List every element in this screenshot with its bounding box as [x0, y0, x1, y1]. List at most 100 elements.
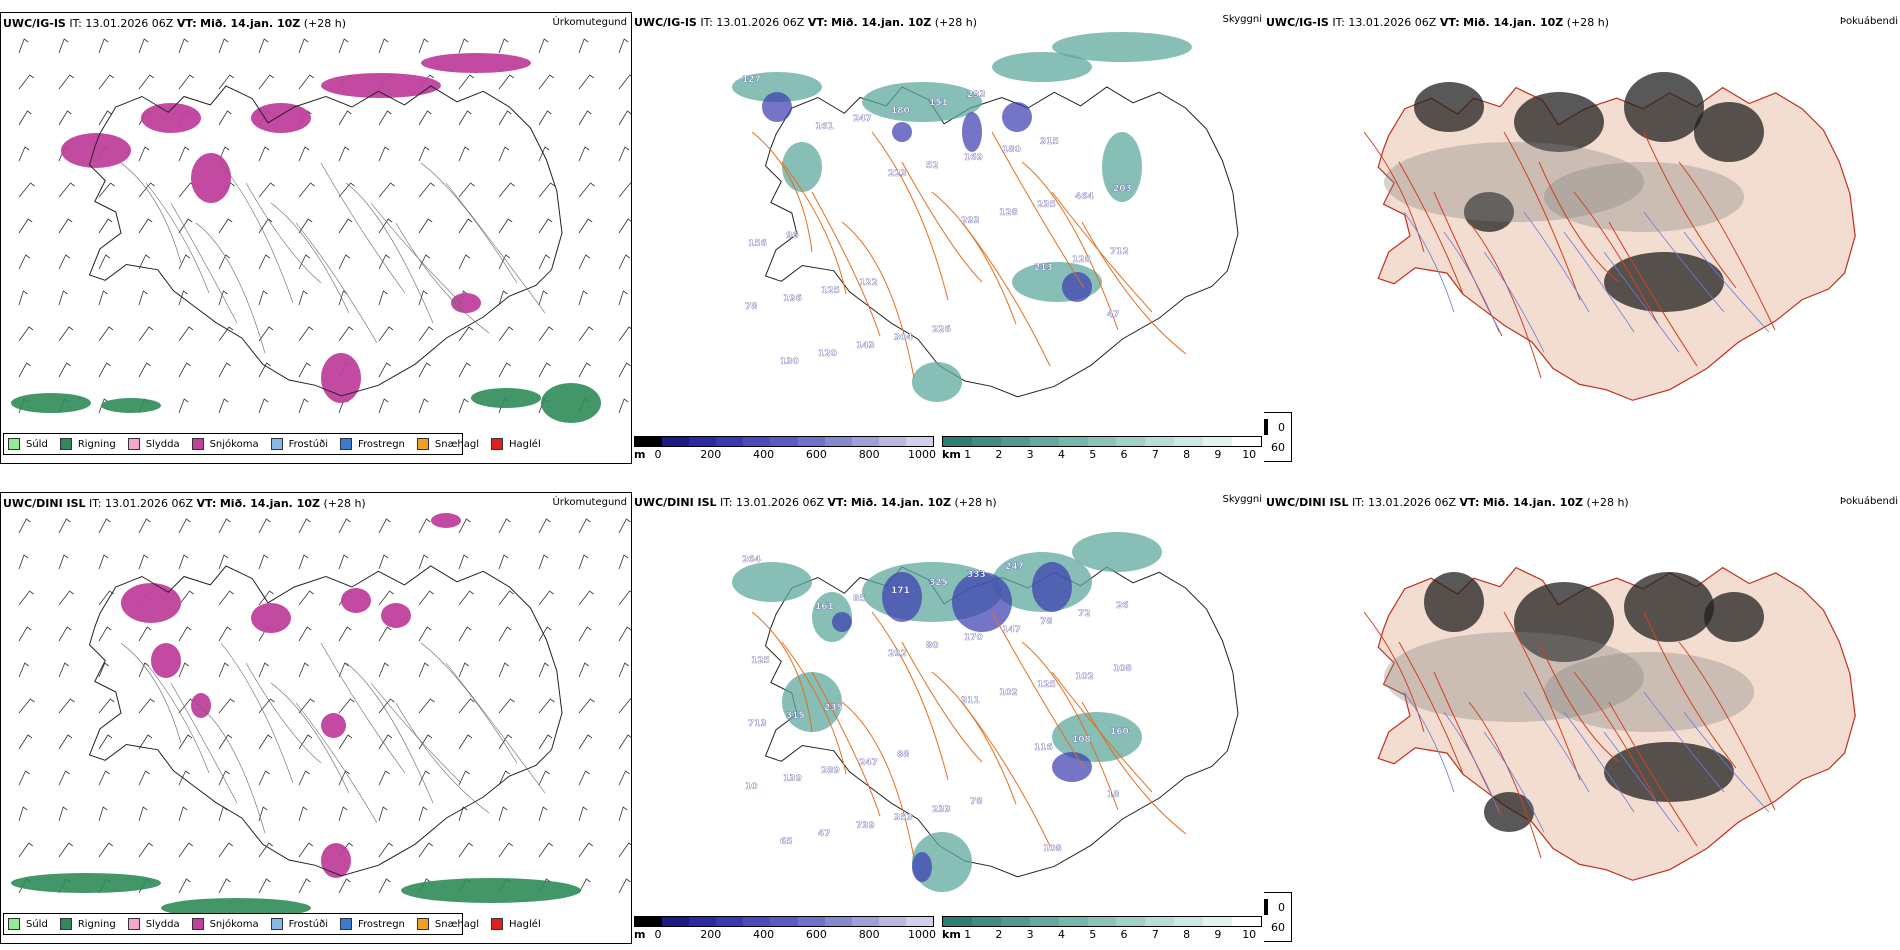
low-visibility-areas	[732, 32, 1192, 402]
wind-barb	[498, 554, 509, 570]
wind-barb	[498, 326, 514, 342]
legend-item-1: Rigning	[59, 438, 116, 450]
wind-barb	[378, 218, 393, 234]
wind-barb	[98, 218, 113, 234]
wind-barb	[258, 878, 271, 894]
road-line	[270, 682, 350, 794]
wind-barb	[618, 326, 631, 342]
road-line	[1538, 641, 1620, 763]
wind-barb	[258, 326, 274, 342]
wind-barb	[258, 254, 271, 270]
scale-unit: km	[942, 928, 961, 941]
wind-barb	[258, 734, 273, 750]
legend-item-7: Haglél	[491, 438, 541, 450]
wind-barb	[618, 878, 631, 894]
wind-barb	[218, 146, 230, 162]
wind-barb	[298, 38, 309, 54]
legend-label: Frostregn	[358, 438, 405, 450]
wind-barb	[458, 398, 469, 414]
wind-barb	[498, 110, 512, 126]
wind-barb	[338, 326, 354, 342]
wind-barb	[618, 842, 631, 858]
wind-barb	[578, 290, 588, 306]
wind-barb	[458, 182, 475, 198]
road-line	[1678, 641, 1776, 811]
scale-swatch-0	[943, 437, 972, 446]
wind-barb	[298, 590, 314, 606]
wind-barb	[218, 626, 232, 642]
wind-barb	[58, 842, 74, 858]
wind-barb	[138, 518, 151, 534]
wind-barb	[98, 806, 108, 822]
wind-barb	[338, 146, 350, 162]
wind-barb	[418, 518, 431, 534]
scale-swatch-10	[1232, 437, 1261, 446]
scale-tick-label: 200	[700, 448, 722, 461]
legend-label: Súld	[26, 918, 48, 930]
wind-barb	[98, 254, 111, 270]
scale-tick-label: 7	[1151, 928, 1159, 941]
road-line	[1051, 191, 1153, 313]
road-line	[1021, 641, 1119, 811]
wind-barb	[218, 74, 235, 90]
wind-barb	[218, 698, 235, 714]
wind-barb	[298, 626, 312, 642]
cloud-base-label: 156	[748, 239, 767, 249]
scale-tick-label: 1000	[908, 448, 936, 461]
fog-index-low	[1484, 792, 1534, 832]
wind-barb	[18, 770, 30, 786]
cloud-base-label: 108	[1113, 664, 1132, 674]
wind-barb	[418, 362, 431, 378]
cloud-base-label: 80	[926, 641, 939, 651]
cloud-base-label: 128	[1072, 255, 1091, 265]
wind-barb	[378, 398, 389, 414]
road-line	[120, 642, 182, 744]
snow-area	[321, 353, 361, 403]
river-line	[1563, 711, 1635, 813]
wind-barb	[538, 182, 555, 198]
scale-swatch-3	[1029, 917, 1059, 926]
roads	[120, 162, 546, 354]
wind-barb	[178, 146, 190, 162]
river-line	[1643, 691, 1725, 793]
wind-barb	[258, 146, 270, 162]
scale-swatch-9	[1203, 437, 1233, 446]
wind-barb	[218, 554, 229, 570]
wind-barb	[498, 38, 509, 54]
scale-swatch-10	[1232, 917, 1261, 926]
legend-swatch	[340, 918, 352, 930]
wind-barb	[258, 398, 269, 414]
snow-area	[191, 153, 231, 203]
wind-barb	[58, 182, 75, 198]
wind-barb	[218, 110, 232, 126]
road-line	[1081, 221, 1187, 355]
legend-swatch	[270, 918, 283, 930]
wind-barb	[378, 38, 389, 54]
cloud-base-label: 147	[1002, 625, 1021, 635]
wind-barb	[178, 326, 194, 342]
low-vis-area	[1052, 712, 1142, 762]
wind-barb	[618, 182, 631, 198]
wind-barb	[458, 806, 468, 822]
wind-barb	[458, 842, 474, 858]
snow-area	[61, 133, 131, 168]
wind-barb	[18, 290, 28, 306]
legend-label: Haglél	[509, 918, 541, 930]
wind-barb	[258, 362, 271, 378]
cloud-base-label: 353	[894, 813, 913, 823]
road-line	[170, 682, 238, 804]
scale-tick-label: 8	[1183, 928, 1191, 941]
legend-swatch	[416, 918, 429, 930]
road-line	[991, 611, 1085, 769]
scale-swatch-5	[770, 917, 798, 926]
iceland-fog-map	[1363, 72, 1856, 401]
cloud-base-label: 169	[964, 153, 983, 163]
wind-barb	[578, 182, 595, 198]
wind-barb	[298, 362, 311, 378]
wind-barb	[618, 698, 631, 714]
wind-barb	[18, 218, 33, 234]
scale-swatch-0	[635, 437, 663, 446]
rain-area	[401, 878, 581, 903]
snow-area	[151, 643, 181, 678]
fog-index-low	[1624, 72, 1704, 142]
